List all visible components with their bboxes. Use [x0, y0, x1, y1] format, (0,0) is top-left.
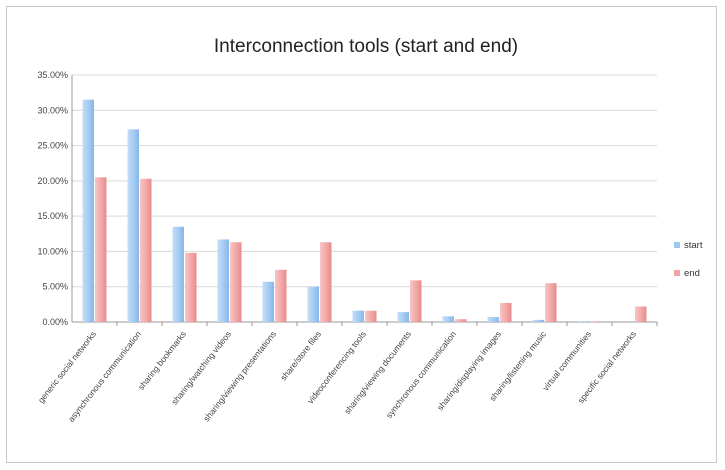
y-tick-label: 0.00% — [42, 317, 68, 327]
bar-end — [410, 280, 422, 322]
y-tick-label: 35.00% — [37, 70, 68, 80]
bar-end — [320, 242, 332, 322]
bar-start — [397, 312, 409, 322]
bar-end — [230, 242, 242, 322]
bar-end — [455, 319, 467, 322]
y-tick-label: 10.00% — [37, 246, 68, 256]
bar-start — [532, 319, 544, 322]
x-category-label: asynchronous communication — [66, 329, 143, 424]
bar-start — [352, 310, 364, 322]
bar-start — [127, 129, 139, 322]
bar-start — [172, 226, 184, 322]
chart-frame — [6, 6, 717, 463]
x-category-label: sharing/viewing presentations — [201, 329, 278, 423]
bar-end — [365, 310, 377, 322]
bar-start — [262, 281, 274, 322]
y-tick-label: 30.00% — [37, 105, 68, 115]
legend-swatch-end — [674, 270, 680, 276]
y-tick-label: 20.00% — [37, 176, 68, 186]
bar-start — [82, 99, 94, 322]
bar-start — [307, 286, 319, 322]
y-tick-label: 25.00% — [37, 141, 68, 151]
bar-end — [635, 306, 647, 322]
x-category-label: share/store files — [278, 329, 323, 382]
bar-end — [545, 283, 557, 322]
bar-start — [217, 239, 229, 322]
bar-start — [487, 317, 499, 322]
bar-end — [275, 269, 287, 322]
x-category-label: virtual communities — [540, 329, 593, 392]
x-category-label: sharing bookmarks — [136, 329, 188, 392]
bar-end — [140, 178, 152, 322]
bar-end — [590, 321, 602, 322]
bar-start — [442, 316, 454, 322]
bar-end — [185, 252, 197, 322]
chart-title: Interconnection tools (start and end) — [214, 36, 518, 57]
bar-end — [95, 177, 107, 322]
y-tick-label: 5.00% — [42, 282, 68, 292]
y-tick-label: 15.00% — [37, 211, 68, 221]
bar-start — [577, 321, 589, 322]
legend-label-end: end — [684, 268, 700, 279]
bar-end — [500, 302, 512, 322]
legend-swatch-start — [674, 242, 680, 248]
legend-label-start: start — [684, 240, 703, 251]
